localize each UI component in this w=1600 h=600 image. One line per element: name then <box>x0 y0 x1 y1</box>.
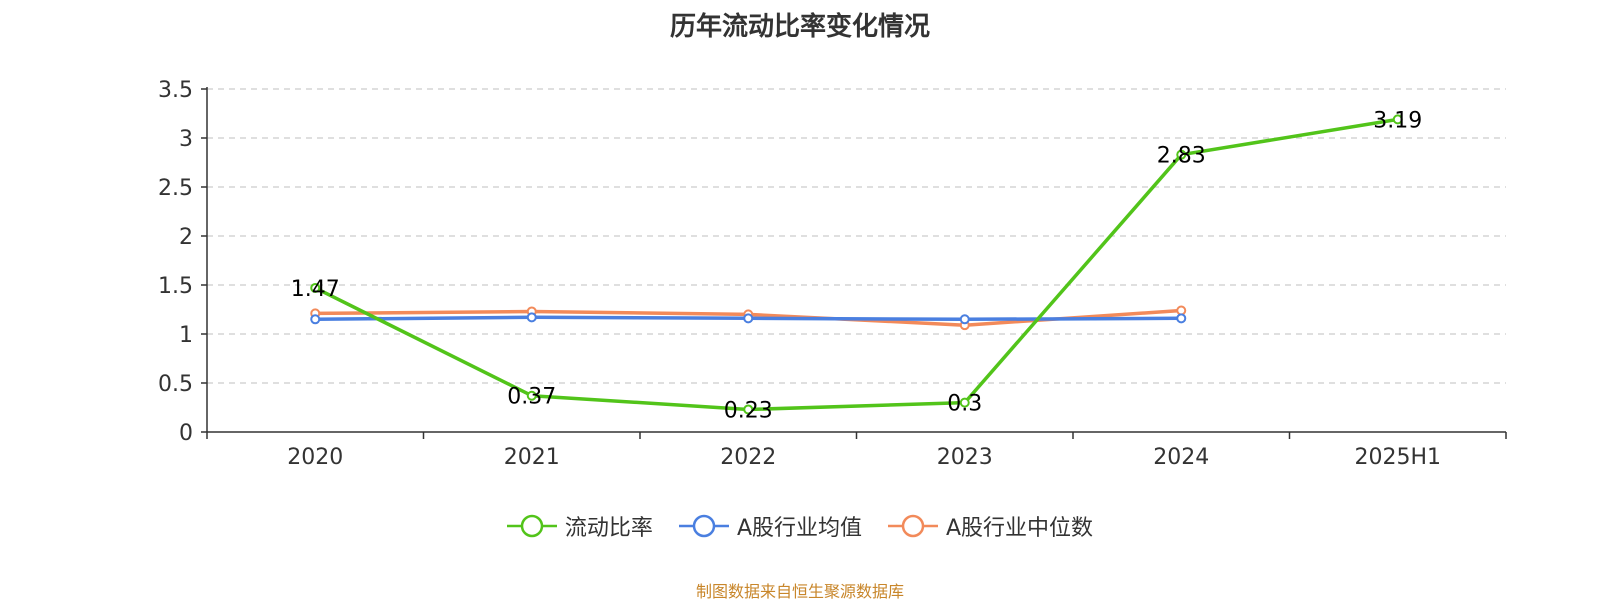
x-tick-label: 2022 <box>720 445 776 470</box>
x-tick-label: 2021 <box>504 445 560 470</box>
legend-swatch-icon <box>506 514 557 538</box>
legend-swatch-marker <box>520 514 544 538</box>
data-point <box>310 282 321 293</box>
label-layer: 1.47 0.37 0.23 0.3 2.83 3.19 <box>291 108 1422 423</box>
source-note: 制图数据来自恒生聚源数据库 <box>695 582 904 600</box>
data-label: 0.3 <box>947 392 982 417</box>
y-tick-label: 0 <box>179 421 193 446</box>
x-tick-label: 2025H1 <box>1354 445 1441 470</box>
legend-label: A股行业中位数 <box>946 516 1094 541</box>
legend-item[interactable]: A股行业中位数 <box>888 510 1093 542</box>
chart-legend: 流动比率 A股行业均值 A股行业中位数 <box>0 510 1600 542</box>
legend-swatch-marker <box>901 514 925 538</box>
data-point <box>743 404 754 415</box>
legend-item[interactable]: 流动比率 <box>506 510 653 542</box>
series-layer <box>310 114 1403 415</box>
data-point <box>1176 313 1187 324</box>
legend-swatch-icon <box>678 514 729 538</box>
data-label: 3.19 <box>1373 108 1422 133</box>
data-point <box>310 314 321 325</box>
legend-swatch-marker <box>692 514 716 538</box>
y-tick-label: 2 <box>179 225 193 250</box>
legend-item[interactable]: A股行业均值 <box>678 510 862 542</box>
y-tick-label: 2.5 <box>158 176 193 201</box>
grid-layer <box>207 88 1506 384</box>
data-point <box>743 313 754 324</box>
data-point <box>959 314 970 325</box>
y-tick-label: 3 <box>179 127 193 152</box>
data-point <box>959 397 970 408</box>
data-point <box>526 390 537 401</box>
data-point <box>1176 305 1187 316</box>
x-tick-label: 2024 <box>1153 445 1209 470</box>
y-tick-label: 1.5 <box>158 274 193 299</box>
y-tick-label: 1 <box>179 323 193 348</box>
data-label: 0.37 <box>507 385 556 410</box>
x-tick-label: 2023 <box>937 445 993 470</box>
data-label: 2.83 <box>1157 144 1206 169</box>
data-label: 1.47 <box>291 277 340 302</box>
y-tick-label: 0.5 <box>158 372 193 397</box>
chart-title: 历年流动比率变化情况 <box>669 12 930 42</box>
legend-label: 流动比率 <box>564 516 653 541</box>
axis-layer: 0 0.5 1 1.5 2 2.5 3 3.5 2020 2021 2022 2023 2024 2025… <box>158 78 1507 470</box>
x-tick-label: 2020 <box>287 445 343 470</box>
legend-swatch-icon <box>888 514 938 538</box>
data-point <box>1176 149 1187 160</box>
data-point <box>526 312 537 323</box>
data-label: 0.23 <box>724 398 773 423</box>
y-tick-label: 3.5 <box>158 78 193 103</box>
data-point <box>1392 114 1403 125</box>
legend-label: A股行业均值 <box>736 516 862 541</box>
series-line <box>314 117 1399 412</box>
